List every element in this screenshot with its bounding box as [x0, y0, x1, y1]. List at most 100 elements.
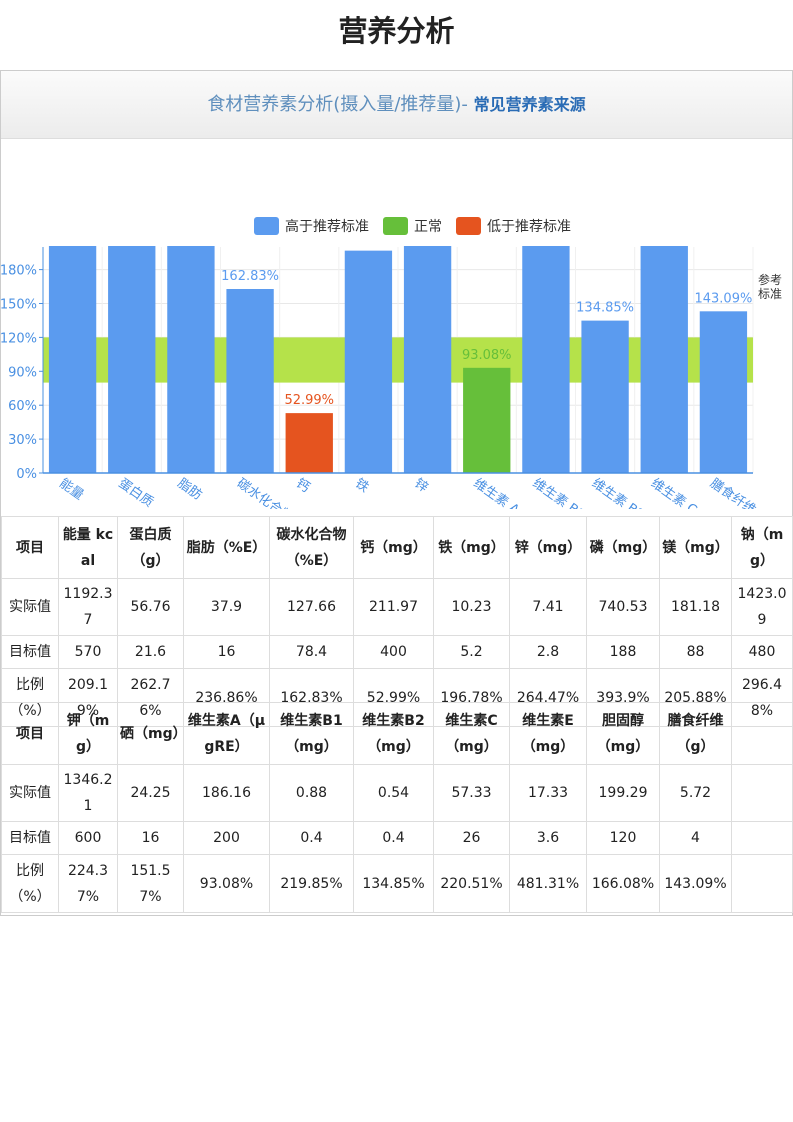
y-tick-label: 30%: [8, 433, 37, 448]
table: 项目 能量 kcal 蛋白质（g） 脂肪（%E） 碳水化合物（%E） 钙（mg） 铁（mg）…: [1, 516, 793, 727]
table-cell: 0.54: [353, 764, 434, 822]
x-tick-label: 碳水化合物: [234, 476, 296, 509]
legend-item[interactable]: 高于推荐标准: [254, 217, 369, 235]
legend-item[interactable]: 低于推荐标准: [456, 217, 571, 235]
table-cell: 224.37%: [58, 854, 118, 913]
x-tick-label: 维生素 C: [648, 476, 699, 509]
header-cell: 项目: [1, 516, 59, 579]
bar: [581, 320, 629, 473]
bar: [108, 246, 156, 473]
table: 项目 钾（mg） 硒（mg） 维生素A（μgRE） 维生素B1（mg） 维生素B2（mg）…: [1, 702, 793, 913]
reference-label: 参考标准: [758, 273, 783, 301]
empty-cell: [731, 821, 793, 855]
header-cell: 碳水化合物（%E）: [269, 516, 354, 579]
table-cell: 16: [183, 635, 270, 669]
table-cell: 134.85%: [353, 854, 434, 913]
table-cell: 93.08%: [183, 854, 270, 913]
table-cell: 7.41: [509, 578, 587, 636]
empty-cell: [731, 854, 793, 913]
y-tick-label: 120%: [1, 331, 37, 346]
table-cell: 24.25: [117, 764, 184, 822]
header-cell: 铁（mg）: [433, 516, 510, 579]
chart-subtitle[interactable]: 常见营养素来源: [473, 95, 586, 114]
table-cell: 88: [659, 635, 732, 669]
header-cell: 项目: [1, 702, 59, 765]
table-cell: 56.76: [117, 578, 184, 636]
header-row: 项目 钾（mg） 硒（mg） 维生素A（μgRE） 维生素B1（mg） 维生素B2（mg）…: [1, 702, 793, 765]
table-cell: 5.72: [659, 764, 732, 822]
bar: [463, 367, 511, 473]
bar: [522, 246, 570, 473]
table-cell: 188: [586, 635, 660, 669]
value-label: 52.99%: [284, 393, 334, 408]
table-cell: 78.4: [269, 635, 354, 669]
table-cell: 400: [353, 635, 434, 669]
y-tick-label: 150%: [1, 298, 37, 313]
table-cell: 16: [117, 821, 184, 855]
table-cell: 57.33: [433, 764, 510, 822]
value-label: 134.85%: [576, 301, 634, 316]
header-cell: 维生素B2（mg）: [353, 702, 434, 765]
legend-item[interactable]: 正常: [383, 217, 442, 235]
empty-cell: [731, 702, 793, 765]
table-cell: 5.2: [433, 635, 510, 669]
legend-label: 低于推荐标准: [487, 219, 571, 235]
table-cell: 37.9: [183, 578, 270, 636]
header-cell: 磷（mg）: [586, 516, 660, 579]
table-cell: 199.29: [586, 764, 660, 822]
table-cell: 17.33: [509, 764, 587, 822]
bar: [167, 246, 215, 473]
table-cell: 181.18: [659, 578, 732, 636]
value-label: 143.09%: [694, 291, 752, 306]
header-cell: 钙（mg）: [353, 516, 434, 579]
x-tick-label: 蛋白质: [115, 475, 156, 509]
header-cell: 膳食纤维（g）: [659, 702, 732, 765]
table-cell: 740.53: [586, 578, 660, 636]
table-cell: 600: [58, 821, 118, 855]
table-cell: 10.23: [433, 578, 510, 636]
table-cell: 实际值: [1, 578, 59, 636]
table-cell: 实际值: [1, 764, 59, 822]
table-cell: 4: [659, 821, 732, 855]
table-cell: 200: [183, 821, 270, 855]
reference-band: [43, 337, 753, 383]
bar: [344, 250, 393, 473]
table-row: 实际值 1346.21 24.25 186.16 0.88 0.54 57.33 17.33 1…: [1, 764, 793, 822]
table-cell: 0.88: [269, 764, 354, 822]
x-tick-label: 维生素 B2: [589, 476, 647, 509]
y-tick-label: 60%: [8, 399, 37, 414]
bar: [403, 246, 452, 473]
table-cell: 481.31%: [509, 854, 587, 913]
table-cell: 2.8: [509, 635, 587, 669]
y-tick-label: 180%: [1, 264, 37, 279]
table-cell: 3.6: [509, 821, 587, 855]
x-tick-label: 铁: [352, 476, 371, 496]
header-cell: 硒（mg）: [117, 702, 187, 765]
value-label: 93.08%: [462, 348, 512, 363]
header-cell: 维生素C（mg）: [433, 702, 510, 765]
bar: [640, 246, 688, 473]
x-tick-label: 钙: [293, 476, 312, 496]
legend-label: 高于推荐标准: [285, 218, 369, 235]
table-cell: 143.09%: [659, 854, 732, 913]
header-cell: 维生素B1（mg）: [269, 702, 354, 765]
header-cell: 钾（mg）: [58, 702, 118, 765]
header-cell: 锌（mg）: [509, 516, 587, 579]
bar: [226, 289, 274, 473]
table-cell: 0.4: [269, 821, 354, 855]
page-title: 营养分析: [338, 14, 455, 48]
table-row: 比例（%） 224.37% 151.57% 93.08% 219.85% 134.85% 2…: [1, 854, 793, 913]
table-cell: 0.4: [353, 821, 434, 855]
table-cell: 比例（%）: [1, 854, 59, 913]
x-tick-label: 维生素 A: [470, 476, 521, 509]
header-cell: 镁（mg）: [659, 516, 732, 579]
table-cell: 186.16: [183, 764, 270, 822]
table-cell: 1346.21: [58, 764, 118, 822]
x-tick-label: 脂肪: [175, 475, 205, 503]
header-cell: 脂肪（%E）: [183, 516, 270, 579]
bar: [699, 311, 748, 473]
table-cell: 480: [731, 635, 793, 669]
table-cell: 1423.09: [731, 578, 793, 636]
header-cell: 蛋白质（g）: [117, 516, 184, 579]
panel: 食材营养素分析(摄入量/推荐量)- 常见营养素来源 高于推荐标准 正常 低于推荐标准…: [0, 70, 793, 916]
